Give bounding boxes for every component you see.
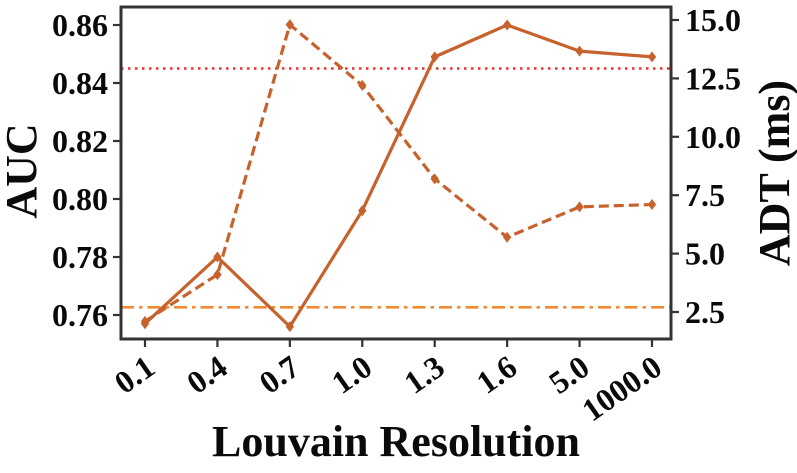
right-axis-tick-label: 7.5 (685, 177, 725, 213)
left-axis-tick-label: 0.80 (52, 181, 108, 217)
right-axis-tick-label: 2.5 (685, 294, 725, 330)
left-axis-tick-label: 0.86 (52, 7, 108, 43)
adt-marker (140, 315, 150, 327)
left-axis-tick-label: 0.76 (52, 297, 108, 333)
adt-marker (358, 79, 367, 91)
auc-marker (502, 19, 512, 31)
x-axis-tick-label: 0.1 (108, 348, 161, 400)
adt-marker (647, 199, 657, 211)
left-axis-tick-label: 0.78 (52, 239, 108, 275)
adt-marker (430, 173, 439, 185)
auc-marker (285, 321, 295, 333)
y-axis-label-left: AUC (0, 123, 46, 218)
adt-marker (285, 19, 295, 31)
plot-border (119, 5, 673, 341)
adt-series-line (144, 23, 653, 323)
auc-series-line (143, 23, 653, 329)
auc-marker (430, 51, 439, 63)
x-axis-tick-label: 1.0 (325, 348, 378, 400)
x-axis-tick-label: 1.3 (397, 348, 450, 400)
x-axis-tick-label: 1.6 (470, 348, 523, 400)
auc-marker (647, 51, 657, 63)
right-axis-tick-label: 5.0 (685, 236, 725, 272)
auc-marker (358, 205, 367, 217)
x-axis-tick-label: 1000.0 (575, 348, 668, 428)
auc-marker (575, 45, 584, 57)
right-axis-tick-label: 12.5 (685, 60, 741, 96)
x-axis-tick-label: 0.4 (180, 348, 233, 400)
left-axis-tick-label: 0.84 (52, 65, 108, 101)
auc-marker (213, 251, 222, 263)
x-axis-label: Louvain Resolution (212, 417, 580, 466)
adt-marker (213, 269, 222, 281)
left-axis-tick-label: 0.82 (52, 123, 108, 159)
adt-marker (502, 231, 512, 243)
right-axis-tick-label: 10.0 (685, 119, 741, 155)
right-axis-tick-label: 15.0 (685, 2, 741, 38)
x-axis-tick-label: 0.7 (252, 348, 305, 400)
plot-layer: 0.76 0.78 0.80 0.82 0.84 0.86 2.5 5.0 7.5 10.0 12.… (52, 2, 741, 428)
y-axis-label-right: ADT (ms) (750, 80, 797, 266)
adt-marker (575, 201, 584, 213)
